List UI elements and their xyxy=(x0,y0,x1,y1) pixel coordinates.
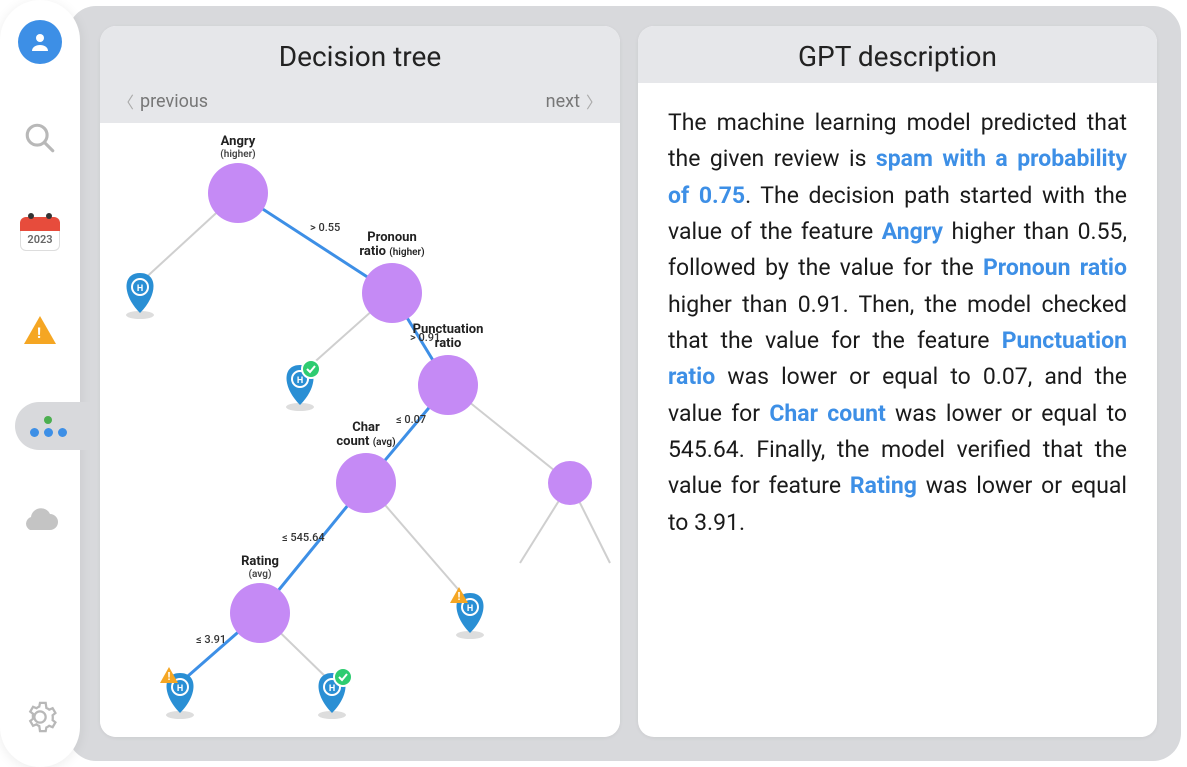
tree-canvas: > 0.55> 0.91≤ 0.07≤ 545.64≤ 3.91Angry(hi… xyxy=(100,123,620,737)
desc-highlight-rating: Rating xyxy=(850,472,917,499)
tree-svg: > 0.55> 0.91≤ 0.07≤ 545.64≤ 3.91Angry(hi… xyxy=(100,123,620,737)
desc-highlight-char: Char count xyxy=(769,400,885,427)
sidebar-item-cloud[interactable] xyxy=(16,498,64,546)
svg-text:H: H xyxy=(467,604,473,614)
next-button[interactable]: next 〉 xyxy=(546,89,602,113)
sidebar-item-profile[interactable] xyxy=(16,18,64,66)
prev-label: previous xyxy=(140,91,208,112)
svg-text:ratio (higher): ratio (higher) xyxy=(359,244,424,259)
svg-text:count (avg): count (avg) xyxy=(336,434,395,449)
sidebar: 2023 xyxy=(0,0,80,767)
dots-icon xyxy=(30,416,67,437)
panel-title-left: Decision tree xyxy=(124,40,596,73)
search-icon xyxy=(23,121,57,155)
sidebar-item-search[interactable] xyxy=(16,114,64,162)
panel-description: GPT description The machine learning mod… xyxy=(638,26,1157,737)
warning-icon xyxy=(24,316,56,344)
prev-button[interactable]: 〈 previous xyxy=(118,89,208,113)
chevron-left-icon: 〈 xyxy=(118,89,134,113)
svg-text:≤ 0.07: ≤ 0.07 xyxy=(396,413,426,426)
sidebar-item-model[interactable] xyxy=(15,402,91,450)
svg-text:Rating: Rating xyxy=(241,554,279,569)
desc-highlight-pronoun: Pronoun ratio xyxy=(983,254,1127,281)
panel-title-right: GPT description xyxy=(662,40,1133,73)
svg-text:Angry: Angry xyxy=(221,134,256,149)
svg-text:H: H xyxy=(297,376,303,386)
svg-text:ratio: ratio xyxy=(435,336,462,351)
svg-text:(higher): (higher) xyxy=(220,148,255,160)
calendar-year: 2023 xyxy=(20,231,60,251)
svg-text:!: ! xyxy=(458,590,461,603)
sidebar-item-alerts[interactable] xyxy=(16,306,64,354)
gear-icon xyxy=(23,700,57,734)
panel-decision-tree: Decision tree 〈 previous next 〉 > 0.55> … xyxy=(100,26,620,737)
svg-text:> 0.55: > 0.55 xyxy=(310,221,340,234)
avatar-icon xyxy=(18,20,62,64)
calendar-icon: 2023 xyxy=(20,217,60,251)
panel-header-left: Decision tree xyxy=(100,26,620,83)
cloud-icon xyxy=(20,508,60,536)
panel-header-right: GPT description xyxy=(638,26,1157,83)
tree-nav: 〈 previous next 〉 xyxy=(100,83,620,123)
svg-text:!: ! xyxy=(168,670,171,683)
svg-text:H: H xyxy=(177,684,183,694)
svg-text:Punctuation: Punctuation xyxy=(413,322,484,337)
svg-text:≤ 3.91: ≤ 3.91 xyxy=(196,633,226,646)
svg-text:H: H xyxy=(137,284,143,294)
svg-text:H: H xyxy=(329,684,335,694)
next-label: next xyxy=(546,91,580,112)
svg-text:Pronoun: Pronoun xyxy=(367,230,416,245)
main-area: Decision tree 〈 previous next 〉 > 0.55> … xyxy=(68,6,1181,761)
desc-highlight-angry: Angry xyxy=(882,218,943,245)
svg-text:Char: Char xyxy=(352,420,380,435)
sidebar-item-calendar[interactable]: 2023 xyxy=(16,210,64,258)
sidebar-item-settings[interactable] xyxy=(16,693,64,741)
svg-text:≤ 545.64: ≤ 545.64 xyxy=(282,531,325,544)
chevron-right-icon: 〉 xyxy=(586,89,602,113)
description-text: The machine learning model predicted tha… xyxy=(638,83,1157,563)
svg-text:(avg): (avg) xyxy=(249,568,272,580)
